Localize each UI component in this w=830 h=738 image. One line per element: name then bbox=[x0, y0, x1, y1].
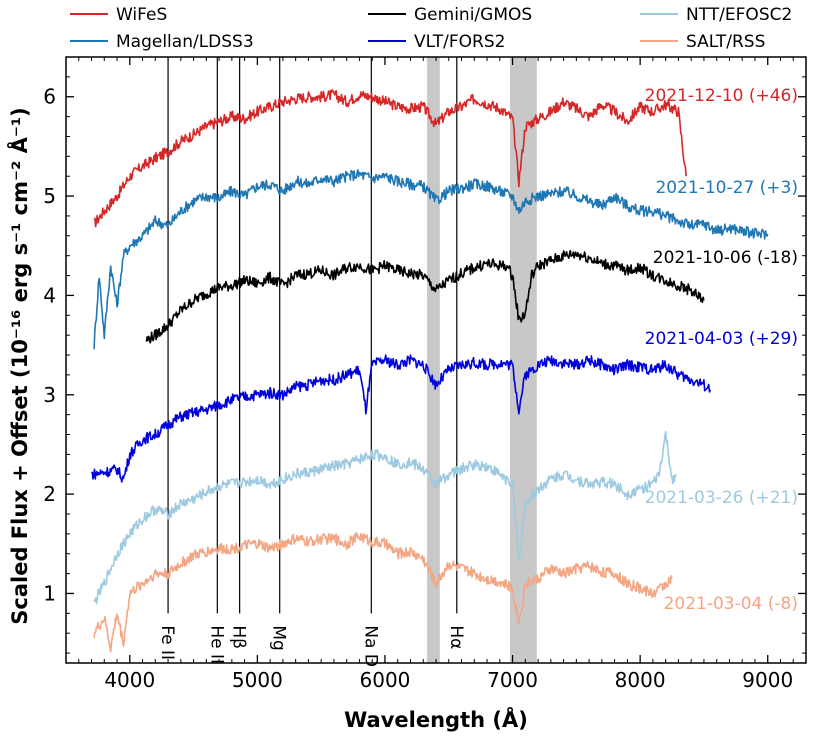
legend-label-2: Gemini/GMOS bbox=[414, 5, 532, 25]
series-line-3 bbox=[90, 354, 712, 483]
y-tick-label-0: 1 bbox=[43, 581, 56, 605]
epoch-label-0: 2021-12-10 (+46) bbox=[645, 86, 798, 106]
series-line-1 bbox=[93, 169, 769, 350]
legend-label-3: VLT/FORS2 bbox=[414, 32, 505, 52]
line-markers: Fe II He II Hβ Mg Na D Hα bbox=[157, 57, 466, 667]
epoch-label-1: 2021-10-27 (+3) bbox=[655, 178, 798, 198]
epoch-labels: 2021-12-10 (+46) 2021-10-27 (+3) 2021-10-0… bbox=[645, 86, 798, 614]
legend: WiFeS Magellan/LDSS3 Gemini/GMOS VLT/FORS2 N… bbox=[70, 5, 792, 52]
series-line-5 bbox=[93, 532, 673, 653]
telluric-bands bbox=[427, 57, 537, 663]
line-marker-label-0: Fe II bbox=[157, 625, 177, 660]
x-tick-label-4: 8000 bbox=[615, 668, 666, 692]
y-tick-label-5: 6 bbox=[43, 85, 56, 109]
y-tick-label-2: 3 bbox=[43, 383, 56, 407]
x-tick-label-2: 6000 bbox=[360, 668, 411, 692]
x-tick-label-3: 7000 bbox=[487, 668, 538, 692]
series-lines bbox=[90, 89, 769, 653]
series-line-4 bbox=[93, 430, 677, 605]
legend-label-5: SALT/RSS bbox=[686, 32, 765, 52]
legend-label-1: Magellan/LDSS3 bbox=[116, 32, 254, 52]
legend-label-4: NTT/EFOSC2 bbox=[686, 5, 792, 25]
x-tick-label-0: 4000 bbox=[104, 668, 155, 692]
line-marker-label-1: He II bbox=[206, 625, 226, 664]
x-tick-label-5: 9000 bbox=[742, 668, 793, 692]
line-marker-label-2: Hβ bbox=[229, 625, 249, 649]
series-line-2 bbox=[145, 249, 705, 344]
epoch-label-4: 2021-03-26 (+21) bbox=[645, 488, 798, 508]
telluric-band-1 bbox=[510, 57, 537, 663]
series-line-0 bbox=[93, 89, 687, 228]
y-tick-label-4: 5 bbox=[43, 184, 56, 208]
line-marker-label-4: Na D bbox=[360, 625, 380, 667]
epoch-label-2: 2021-10-06 (-18) bbox=[653, 248, 798, 268]
legend-label-0: WiFeS bbox=[116, 5, 167, 25]
epoch-label-5: 2021-03-04 (-8) bbox=[664, 594, 798, 614]
x-tick-label-1: 5000 bbox=[232, 668, 283, 692]
epoch-label-3: 2021-04-03 (+29) bbox=[645, 329, 798, 349]
y-tick-label-3: 4 bbox=[43, 283, 56, 307]
line-marker-label-3: Mg bbox=[269, 625, 289, 650]
line-marker-label-5: Hα bbox=[446, 625, 466, 649]
telluric-band-0 bbox=[427, 57, 440, 663]
y-axis-title: Scaled Flux + Offset (10⁻¹⁶ erg s⁻¹ cm⁻²… bbox=[7, 107, 32, 624]
y-tick-label-1: 2 bbox=[43, 482, 56, 506]
axis-ticks: 4000 5000 6000 7000 8000 9000 1 2 3 4 5 6 bbox=[43, 57, 807, 692]
x-axis-title: Wavelength (Å) bbox=[344, 707, 528, 732]
